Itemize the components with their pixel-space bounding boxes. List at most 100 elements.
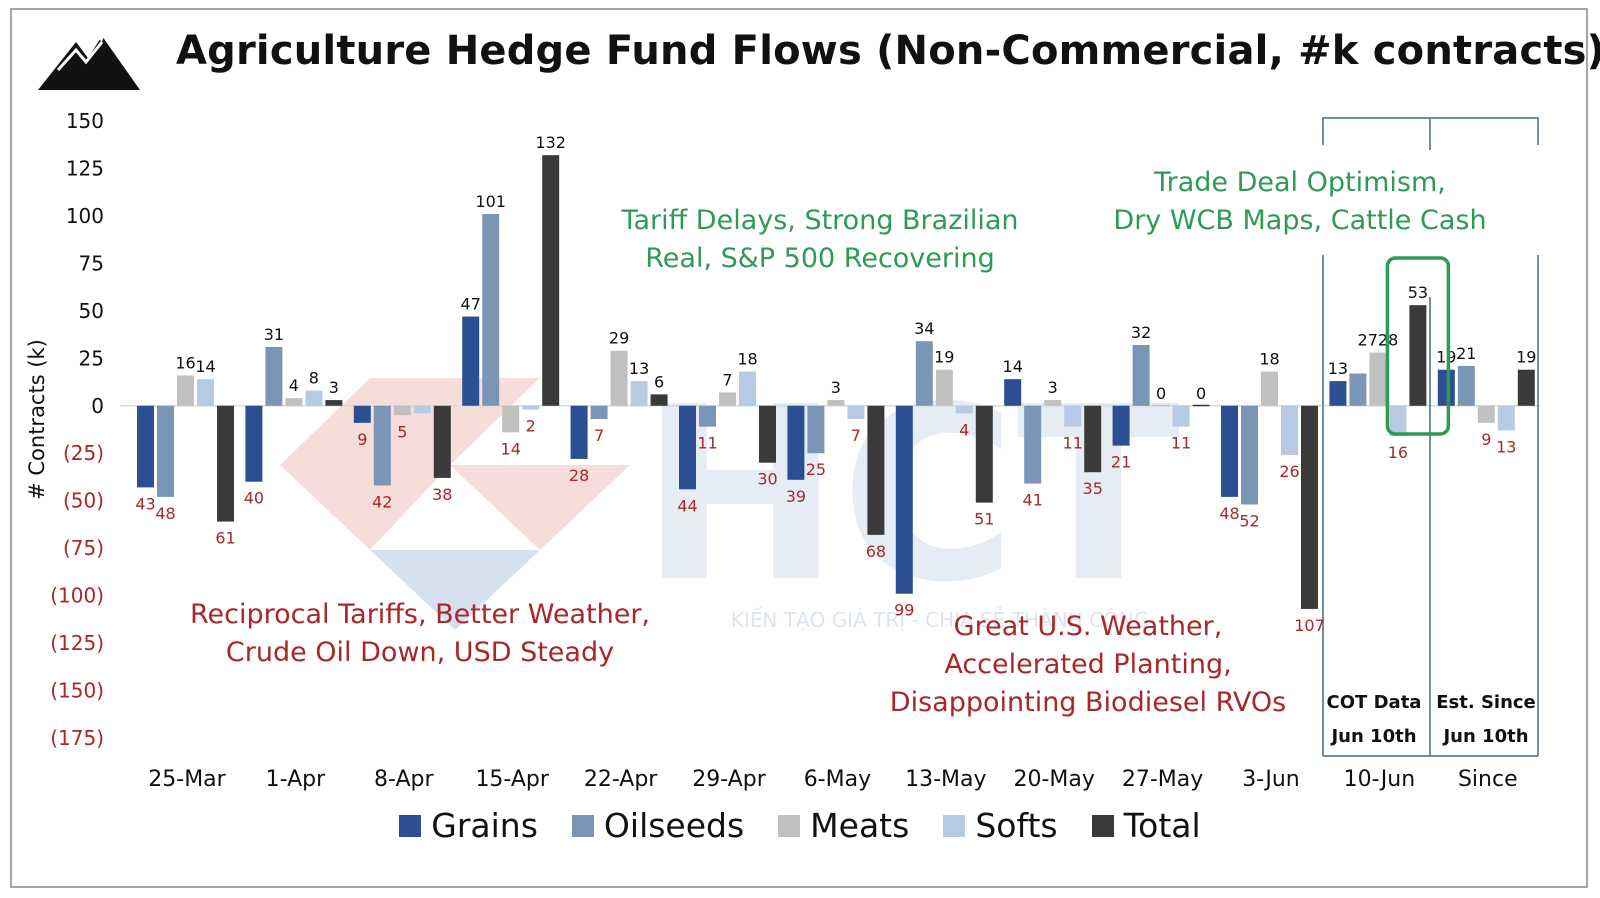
watermark-shape <box>280 465 450 550</box>
bar-total <box>1084 405 1102 473</box>
annotation-line: Disappointing Biodiesel RVOs <box>889 687 1287 718</box>
x-tick-label: 22-Apr <box>584 767 658 792</box>
y-tick-label: (175) <box>50 726 104 750</box>
data-label: 39 <box>786 487 806 506</box>
data-label: 34 <box>914 319 934 338</box>
bar-softs <box>1497 405 1515 431</box>
bar-total <box>542 155 560 406</box>
data-label: 48 <box>155 504 175 523</box>
bar-softs <box>739 371 756 406</box>
annotation-great-weather: Great U.S. Weather, Accelerated Planting… <box>868 608 1308 722</box>
data-label: 35 <box>1083 479 1103 498</box>
x-tick-label: Since <box>1458 767 1518 792</box>
bar-total <box>975 405 993 503</box>
annotation-line: Tariff Delays, Strong Brazilian <box>621 205 1019 236</box>
box-label-line: Est. Since <box>1436 692 1536 713</box>
y-tick-label: 75 <box>79 251 104 275</box>
bar-total <box>433 405 451 478</box>
bar-meats <box>1261 371 1278 406</box>
legend-swatch <box>399 814 422 837</box>
data-label: 41 <box>1023 491 1043 510</box>
watermark-shape <box>370 550 540 630</box>
data-label: 4 <box>959 420 969 439</box>
data-label: 14 <box>195 357 215 376</box>
data-label: 28 <box>569 466 589 485</box>
bar-total <box>867 405 885 535</box>
bar-grains <box>1437 369 1455 406</box>
bar-grains <box>570 405 588 459</box>
bar-grains <box>787 405 805 480</box>
data-label: 132 <box>535 133 566 152</box>
y-tick-label: (100) <box>50 584 104 608</box>
bar-total <box>1409 305 1427 406</box>
bar-total <box>1517 369 1535 406</box>
bar-softs <box>847 405 865 420</box>
data-label: 38 <box>432 485 452 504</box>
data-label: 3 <box>831 378 841 397</box>
data-label: 8 <box>309 369 319 388</box>
bar-meats <box>393 405 411 416</box>
bar-softs <box>1172 405 1190 427</box>
y-tick-label: 0 <box>91 394 104 418</box>
bar-total <box>1301 405 1318 609</box>
bar-oilseeds <box>1132 345 1150 406</box>
data-label: 9 <box>357 430 367 449</box>
bar-grains <box>353 405 371 423</box>
y-tick-label: (125) <box>50 631 104 655</box>
x-tick-label: 25-Mar <box>148 767 226 792</box>
data-label: 51 <box>974 510 994 529</box>
y-tick-label: 100 <box>66 204 104 228</box>
box-label-line: Jun 10th <box>1443 726 1529 747</box>
bar-total <box>1192 404 1210 407</box>
legend-item-grains: Grains <box>399 806 538 845</box>
data-label: 31 <box>264 325 284 344</box>
bar-oilseeds <box>373 405 391 486</box>
bar-grains <box>679 405 696 490</box>
data-label: 9 <box>1481 430 1491 449</box>
bar-total <box>325 400 343 406</box>
annotation-line: Real, S&P 500 Recovering <box>645 243 995 274</box>
bar-meats <box>610 350 628 406</box>
watermark-shape <box>450 465 630 550</box>
bar-meats <box>285 398 303 406</box>
annotation-line: Crude Oil Down, USD Steady <box>225 637 615 668</box>
data-label: 16 <box>175 353 195 372</box>
bar-meats <box>1369 352 1387 406</box>
bar-oilseeds <box>157 405 174 497</box>
bar-meats <box>827 400 845 406</box>
data-label: 7 <box>594 426 604 445</box>
data-label: 40 <box>244 489 264 508</box>
data-label: 18 <box>737 350 757 369</box>
data-label: 0 <box>1156 384 1166 403</box>
highlight-box <box>1385 256 1451 436</box>
x-tick-label: 27-May <box>1122 767 1203 792</box>
data-label: 61 <box>215 529 235 548</box>
box-label-line: COT Data <box>1326 692 1422 713</box>
data-label: 99 <box>894 601 914 620</box>
annotation-line: Accelerated Planting, <box>944 649 1232 680</box>
data-label: 30 <box>757 470 777 489</box>
data-label: 101 <box>475 192 506 211</box>
annotation-line: Dry WCB Maps, Cattle Cash <box>1113 205 1487 236</box>
bar-oilseeds <box>1024 405 1042 484</box>
data-label: 42 <box>372 493 392 512</box>
bar-meats <box>502 405 520 433</box>
legend-swatch <box>943 814 966 837</box>
x-tick-label: 8-Apr <box>374 767 434 792</box>
bar-softs <box>522 405 540 410</box>
y-tick-label: 25 <box>79 346 104 370</box>
bar-oilseeds <box>699 405 716 427</box>
data-label: 29 <box>609 329 629 348</box>
y-axis-label: # Contracts (k) <box>25 339 49 500</box>
mountain-logo-icon <box>38 30 140 90</box>
legend-label: Softs <box>975 806 1058 845</box>
x-tick-label: 10-Jun <box>1344 767 1416 792</box>
data-label: 5 <box>397 422 407 441</box>
bar-grains <box>245 405 263 482</box>
data-label: 11 <box>697 434 717 453</box>
bar-softs <box>1064 405 1082 427</box>
bar-oilseeds <box>265 346 283 406</box>
annotation-line: Trade Deal Optimism, <box>1154 167 1446 198</box>
bar-softs <box>955 405 973 414</box>
y-tick-label: (150) <box>50 679 104 703</box>
